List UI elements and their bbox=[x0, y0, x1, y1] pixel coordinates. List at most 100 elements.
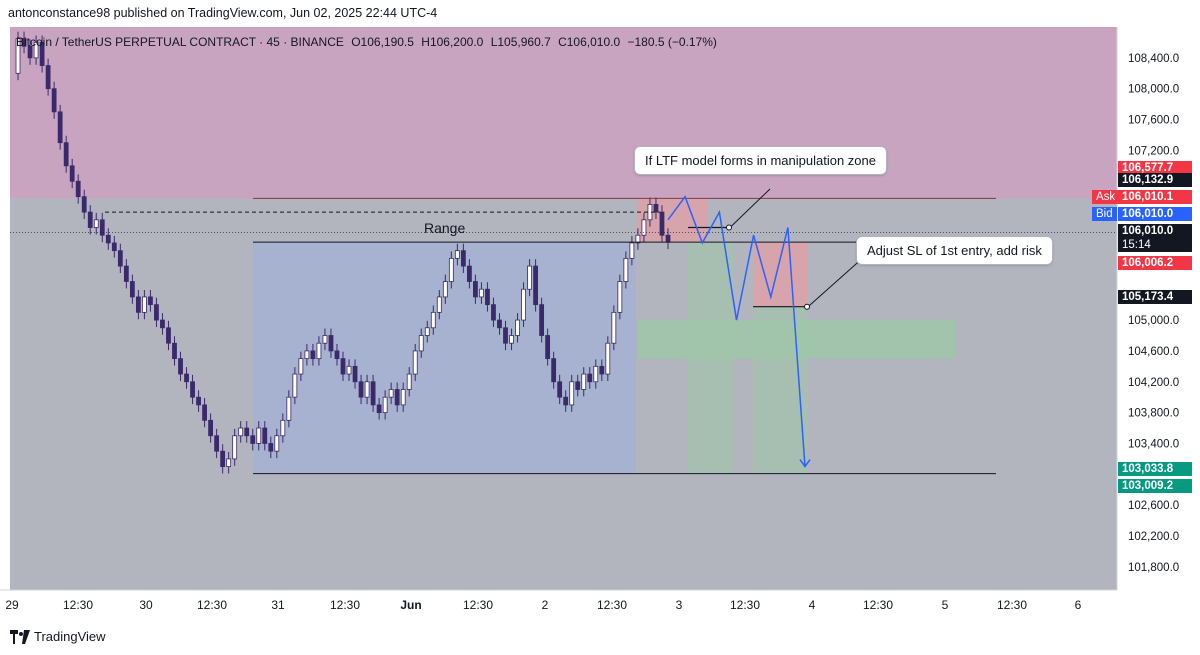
x-tick-label: 31 bbox=[271, 598, 285, 612]
projection-arrowhead bbox=[799, 459, 811, 468]
candle-body bbox=[454, 250, 460, 259]
stop-zone-2 bbox=[753, 242, 808, 307]
tradingview-logo-icon bbox=[10, 629, 30, 644]
footer-brand[interactable]: TradingView bbox=[10, 629, 106, 644]
candle-body bbox=[166, 327, 171, 344]
published-by-line: antonconstance98 published on TradingVie… bbox=[8, 6, 438, 20]
candle-body bbox=[334, 350, 340, 360]
y-tick-label: 107,600.0 bbox=[1128, 115, 1179, 127]
x-tick-label: 12:30 bbox=[197, 598, 227, 612]
candle-body bbox=[63, 142, 69, 167]
candle-body bbox=[659, 211, 665, 236]
candle-body bbox=[262, 427, 268, 444]
callout-ltf-model[interactable]: If LTF model forms in manipulation zone bbox=[634, 146, 887, 175]
x-tick-label: 12:30 bbox=[597, 598, 627, 612]
x-tick-label: 12:30 bbox=[730, 598, 760, 612]
candle-body bbox=[485, 288, 490, 306]
y-tick-label: 101,800.0 bbox=[1128, 562, 1179, 574]
candle-body bbox=[238, 427, 244, 437]
candle-body bbox=[220, 450, 226, 468]
legend-symbol: Bitcoin / TetherUS PERPETUAL CONTRACT · … bbox=[16, 35, 344, 49]
candle-body bbox=[364, 381, 370, 398]
candle-body bbox=[521, 288, 526, 321]
candle-body bbox=[527, 265, 532, 290]
candle-body bbox=[316, 342, 322, 360]
y-tick-label: 102,200.0 bbox=[1128, 531, 1179, 543]
candle-body bbox=[81, 196, 87, 213]
range-label: Range bbox=[424, 220, 466, 236]
y-tick-label: 103,800.0 bbox=[1128, 408, 1179, 420]
price-tag: 105,173.4 bbox=[1118, 290, 1192, 304]
candle-body bbox=[15, 38, 21, 74]
candle-body bbox=[69, 165, 75, 182]
candle-body bbox=[497, 319, 502, 329]
x-tick-label: 12:30 bbox=[63, 598, 93, 612]
y-tick-label: 107,200.0 bbox=[1128, 145, 1179, 157]
candle-body bbox=[33, 42, 39, 59]
candle-body bbox=[629, 242, 635, 259]
candle-body bbox=[563, 396, 569, 406]
candle-body bbox=[491, 304, 496, 321]
candle-body bbox=[105, 234, 111, 244]
time-axis-background bbox=[0, 590, 1200, 627]
candle-body bbox=[394, 389, 400, 406]
candle-body bbox=[424, 327, 430, 336]
candle-body bbox=[160, 319, 165, 329]
x-tick-label: 12:30 bbox=[330, 598, 360, 612]
footer-brand-label: TradingView bbox=[34, 629, 106, 644]
candle-body bbox=[111, 242, 117, 252]
callout-sl-anchor bbox=[804, 303, 810, 310]
candle-body bbox=[581, 373, 587, 390]
candle-body bbox=[599, 365, 605, 375]
candle-body bbox=[466, 265, 472, 282]
candle-body bbox=[310, 350, 316, 360]
price-tag: 103,033.8 bbox=[1118, 462, 1192, 476]
candle-body bbox=[665, 234, 671, 243]
legend-high: H106,200.0 bbox=[421, 35, 484, 49]
candle-body bbox=[418, 335, 424, 352]
candle-body bbox=[154, 304, 159, 321]
candle-body bbox=[135, 296, 141, 313]
candle-body bbox=[533, 265, 538, 306]
candle-body bbox=[232, 435, 238, 460]
callout-ltf-connector bbox=[729, 188, 771, 228]
candle-body bbox=[196, 396, 201, 406]
candle-body bbox=[27, 45, 33, 59]
price-tag-prefix: Ask bbox=[1092, 190, 1120, 204]
target-zone-1 bbox=[687, 242, 733, 474]
candle-body bbox=[178, 358, 183, 375]
candle-body bbox=[172, 342, 177, 360]
candle-body bbox=[593, 365, 599, 383]
candle-body bbox=[653, 203, 659, 213]
candle-body bbox=[569, 381, 575, 406]
candle-body bbox=[551, 358, 557, 383]
candle-body bbox=[268, 443, 274, 452]
candle-body bbox=[51, 88, 57, 113]
x-tick-label: 2 bbox=[542, 598, 549, 612]
x-tick-label: 12:30 bbox=[997, 598, 1027, 612]
price-tag: 106,132.9 bbox=[1118, 173, 1192, 187]
candle-body bbox=[280, 419, 286, 437]
candle-body bbox=[436, 296, 442, 313]
candle-body bbox=[45, 65, 51, 90]
candle-body bbox=[208, 419, 214, 437]
price-chart[interactable]: 108,400.0 108,000.0 107,600.0 107,200.0 105,… bbox=[0, 27, 1200, 627]
legend-open: O106,190.5 bbox=[351, 35, 414, 49]
candle-body bbox=[21, 38, 27, 47]
candle-body bbox=[400, 389, 406, 406]
candle-body bbox=[346, 365, 352, 375]
y-tick-label: 104,600.0 bbox=[1128, 346, 1179, 358]
price-tag-countdown: 15:14 bbox=[1118, 238, 1192, 252]
candle-body bbox=[39, 42, 45, 66]
candle-body bbox=[274, 435, 280, 452]
y-tick-label: 108,400.0 bbox=[1128, 53, 1179, 65]
candle-body bbox=[539, 304, 545, 336]
projection-path bbox=[667, 195, 806, 467]
y-tick-label: 108,000.0 bbox=[1128, 84, 1179, 96]
x-tick-label: Jun bbox=[400, 598, 421, 612]
manipulation-zone bbox=[10, 27, 1117, 199]
callout-adjust-sl[interactable]: Adjust SL of 1st entry, add risk bbox=[856, 236, 1053, 265]
candle-body bbox=[358, 381, 364, 398]
y-tick-label: 102,600.0 bbox=[1128, 500, 1179, 512]
candle-body bbox=[214, 435, 220, 452]
